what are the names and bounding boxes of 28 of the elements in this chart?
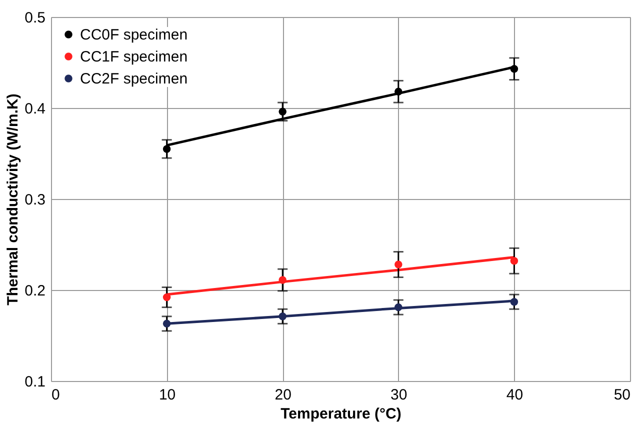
legend-label: CC0F specimen xyxy=(80,26,188,44)
point xyxy=(510,257,518,265)
x-tick-label: 50 xyxy=(614,386,630,404)
point xyxy=(394,303,402,312)
y-tick-label: 0.5 xyxy=(24,10,46,26)
point xyxy=(162,320,171,328)
point xyxy=(278,276,286,284)
legend-label: CC1F specimen xyxy=(80,48,188,66)
y-tick-label: 0.3 xyxy=(24,192,46,208)
point xyxy=(162,145,171,153)
x-axis-title: Temperature (°C) xyxy=(280,406,402,422)
point xyxy=(162,293,171,302)
point xyxy=(510,65,518,73)
point xyxy=(278,312,286,320)
legend-label: CC2F specimen xyxy=(80,70,188,88)
y-tick-label: 0.2 xyxy=(24,282,46,300)
y-tick-label: 0.4 xyxy=(24,100,46,118)
x-tick-label: 20 xyxy=(274,386,292,404)
y-axis-title: Thermal conductivity (W/m.K) xyxy=(4,94,22,306)
y-tick-label: 0.1 xyxy=(24,374,46,390)
point xyxy=(394,88,402,96)
point xyxy=(278,108,286,116)
x-tick-label: 40 xyxy=(506,386,524,404)
x-tick-label: 10 xyxy=(158,386,176,404)
point xyxy=(394,260,402,268)
x-tick-label: 30 xyxy=(390,386,408,404)
x-tick-label: 0 xyxy=(52,386,60,404)
point xyxy=(510,298,518,306)
